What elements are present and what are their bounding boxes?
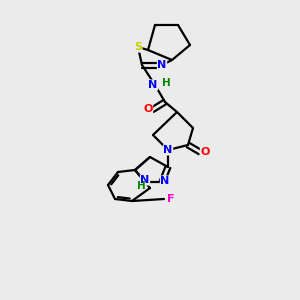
Text: N: N (148, 80, 158, 90)
Text: N: N (160, 176, 169, 186)
Text: F: F (167, 194, 175, 204)
Text: S: S (134, 42, 142, 52)
Text: O: O (200, 147, 210, 157)
Text: H: H (137, 181, 146, 191)
Text: N: N (140, 175, 150, 185)
Text: N: N (164, 145, 172, 155)
Text: H: H (162, 78, 171, 88)
Text: O: O (143, 104, 153, 114)
Text: N: N (158, 60, 166, 70)
